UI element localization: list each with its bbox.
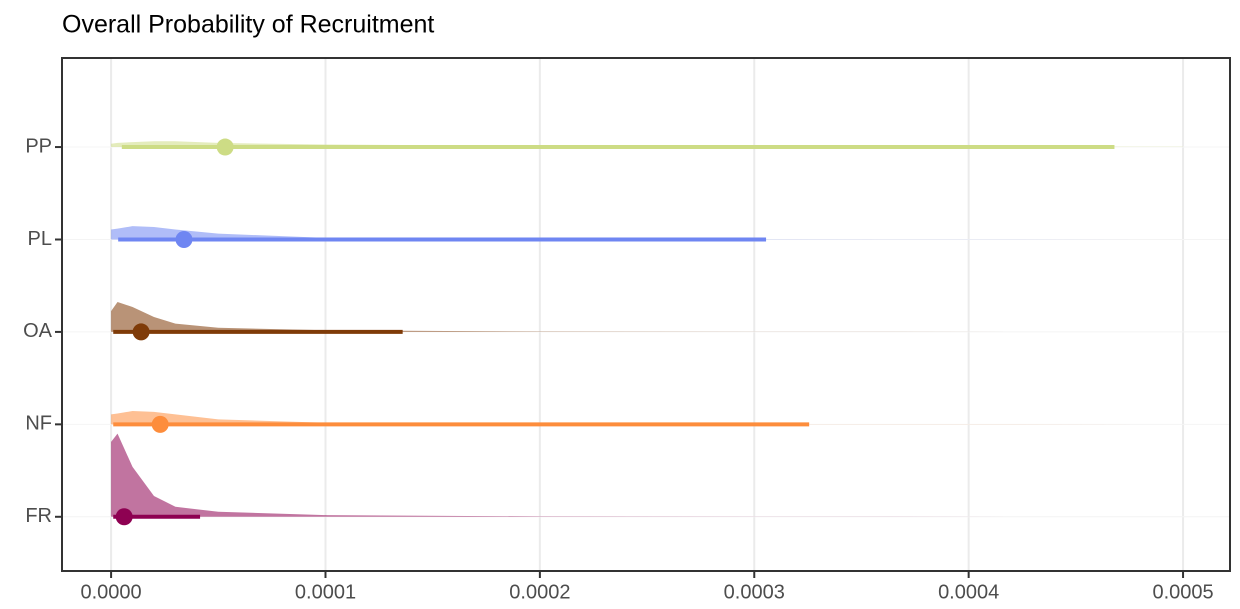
density: [111, 433, 1184, 517]
x-tick-label: 0.0005: [1152, 581, 1213, 603]
point: [216, 138, 234, 156]
y-tick-label: PL: [28, 228, 52, 250]
point: [115, 508, 133, 526]
x-tick-label: 0.0000: [81, 581, 142, 603]
x-tick-label: 0.0002: [509, 581, 570, 603]
y-tick-label: FR: [25, 505, 52, 527]
x-tick-label: 0.0004: [938, 581, 999, 603]
point: [175, 230, 193, 248]
x-tick-label: 0.0001: [295, 581, 356, 603]
panel-border: [61, 57, 1231, 572]
x-tick-label: 0.0003: [724, 581, 785, 603]
y-tick-label: NF: [25, 413, 52, 435]
chart-title: Overall Probability of Recruitment: [62, 11, 434, 39]
y-tick-label: OA: [23, 320, 53, 342]
point: [151, 415, 169, 433]
density: [111, 301, 1184, 332]
point: [132, 323, 150, 341]
y-tick-label: PP: [25, 135, 52, 157]
